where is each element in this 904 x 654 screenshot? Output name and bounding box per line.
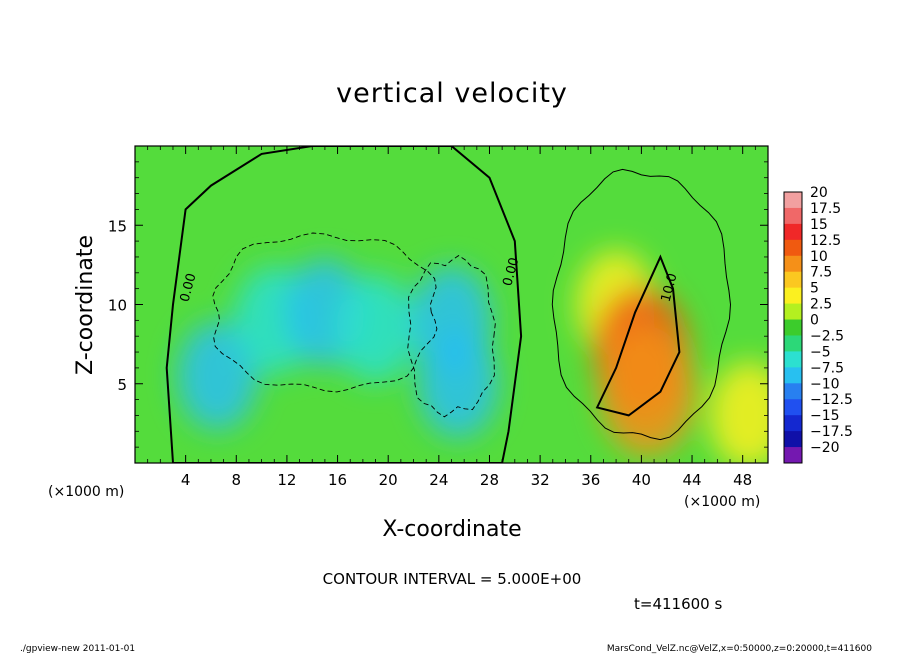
x-tick-label: 24 [429,471,448,489]
colorbar-swatch [784,399,802,416]
x-axis-unit: (×1000 m) [684,494,760,510]
y-axis-label: Z-coordinate [73,235,98,375]
field-feature-3 [335,274,416,383]
x-tick-label: 28 [480,471,499,489]
x-tick-label: 32 [531,471,550,489]
field-feature-5 [417,329,498,438]
colorbar-label: 7.5 [810,265,832,281]
x-axis-label: X-coordinate [382,517,521,542]
colorbar-label: −10 [810,376,840,392]
y-axis-unit: (×1000 m) [48,484,124,500]
contour-label: 0.00 [178,272,200,304]
colorbar-label: −7.5 [810,360,844,376]
colorbar-label: 20 [810,185,828,201]
contour-positive-5 [551,168,732,441]
field-feature-0 [177,321,258,430]
contour-zero-left [165,146,523,463]
footer-right: MarsCond_VelZ.nc@VelZ,x=0:50000,z=0:2000… [607,644,872,654]
colorbar-swatch [784,447,802,464]
colorbar-swatch [784,271,802,289]
colorbar-label: 17.5 [810,201,841,217]
contour-lines: 0.00 0.00 10.0 [165,146,732,463]
y-tick-label: 5 [117,376,127,394]
x-tick-label: 8 [232,471,242,489]
contour-label: 0.00 [500,256,522,288]
x-tick-label: 44 [682,471,701,489]
x-tick-label: 4 [181,471,191,489]
field-feature-8 [599,326,696,457]
colorbar-label: −2.5 [810,328,844,344]
colorbar-label: 0 [810,313,819,329]
colorbar-swatch [784,303,802,321]
colorbar-swatch [784,351,802,368]
y-tick-label: 10 [108,297,127,315]
colorbar-swatch [784,207,802,225]
x-tick-label: 40 [632,471,651,489]
colorbar-swatch [784,239,802,257]
colorbar-swatch [784,367,802,384]
x-tick-label: 16 [328,471,347,489]
colorbar: 2017.51512.5107.552.50−2.5−5−7.5−10−12.5… [783,185,853,464]
colorbar-swatch [784,431,802,448]
colorbar-label: 12.5 [810,233,841,249]
colorbar-swatch [784,415,802,432]
colorbar-label: −17.5 [810,424,853,440]
x-tick-label: 48 [733,471,752,489]
colorbar-label: 15 [810,217,828,233]
colorbar-label: −5 [810,344,831,360]
contour-label: 10.0 [659,272,681,304]
colorbar-swatch [784,319,802,336]
colorbar-label: 2.5 [810,297,832,313]
contour-negative-2 [407,255,496,418]
colorbar-swatch [784,383,802,400]
field-feature-9 [709,361,768,463]
time-label: t=411600 s [634,595,722,613]
y-tick-label: 15 [108,217,127,235]
colorbar-swatch [784,255,802,273]
x-tick-label: 12 [277,471,296,489]
colorbar-label: 5 [810,281,819,297]
x-tick-label: 20 [379,471,398,489]
chart-title: vertical velocity [336,78,568,109]
plot-area [135,146,768,463]
x-axis: 4 8 12 16 20 24 28 32 36 40 44 48 [147,146,756,489]
footer-left: ./gpview-new 2011-01-01 [20,644,135,654]
colorbar-swatch [784,223,802,241]
contour-interval: CONTOUR INTERVAL = 5.000E+00 [323,570,582,588]
colorbar-label: −20 [810,440,840,456]
colorbar-swatch [784,335,802,352]
colorbar-swatch [784,192,802,209]
contour-positive-10 [595,254,681,417]
contour-negative-1 [212,232,438,393]
colorbar-swatch [784,287,802,305]
x-tick-label: 36 [581,471,600,489]
colorbar-frame [783,191,803,464]
colorbar-label: 10 [810,249,828,265]
colorbar-label: −12.5 [810,392,853,408]
y-axis: 5 10 15 [108,161,768,448]
colorbar-label: −15 [810,408,840,424]
